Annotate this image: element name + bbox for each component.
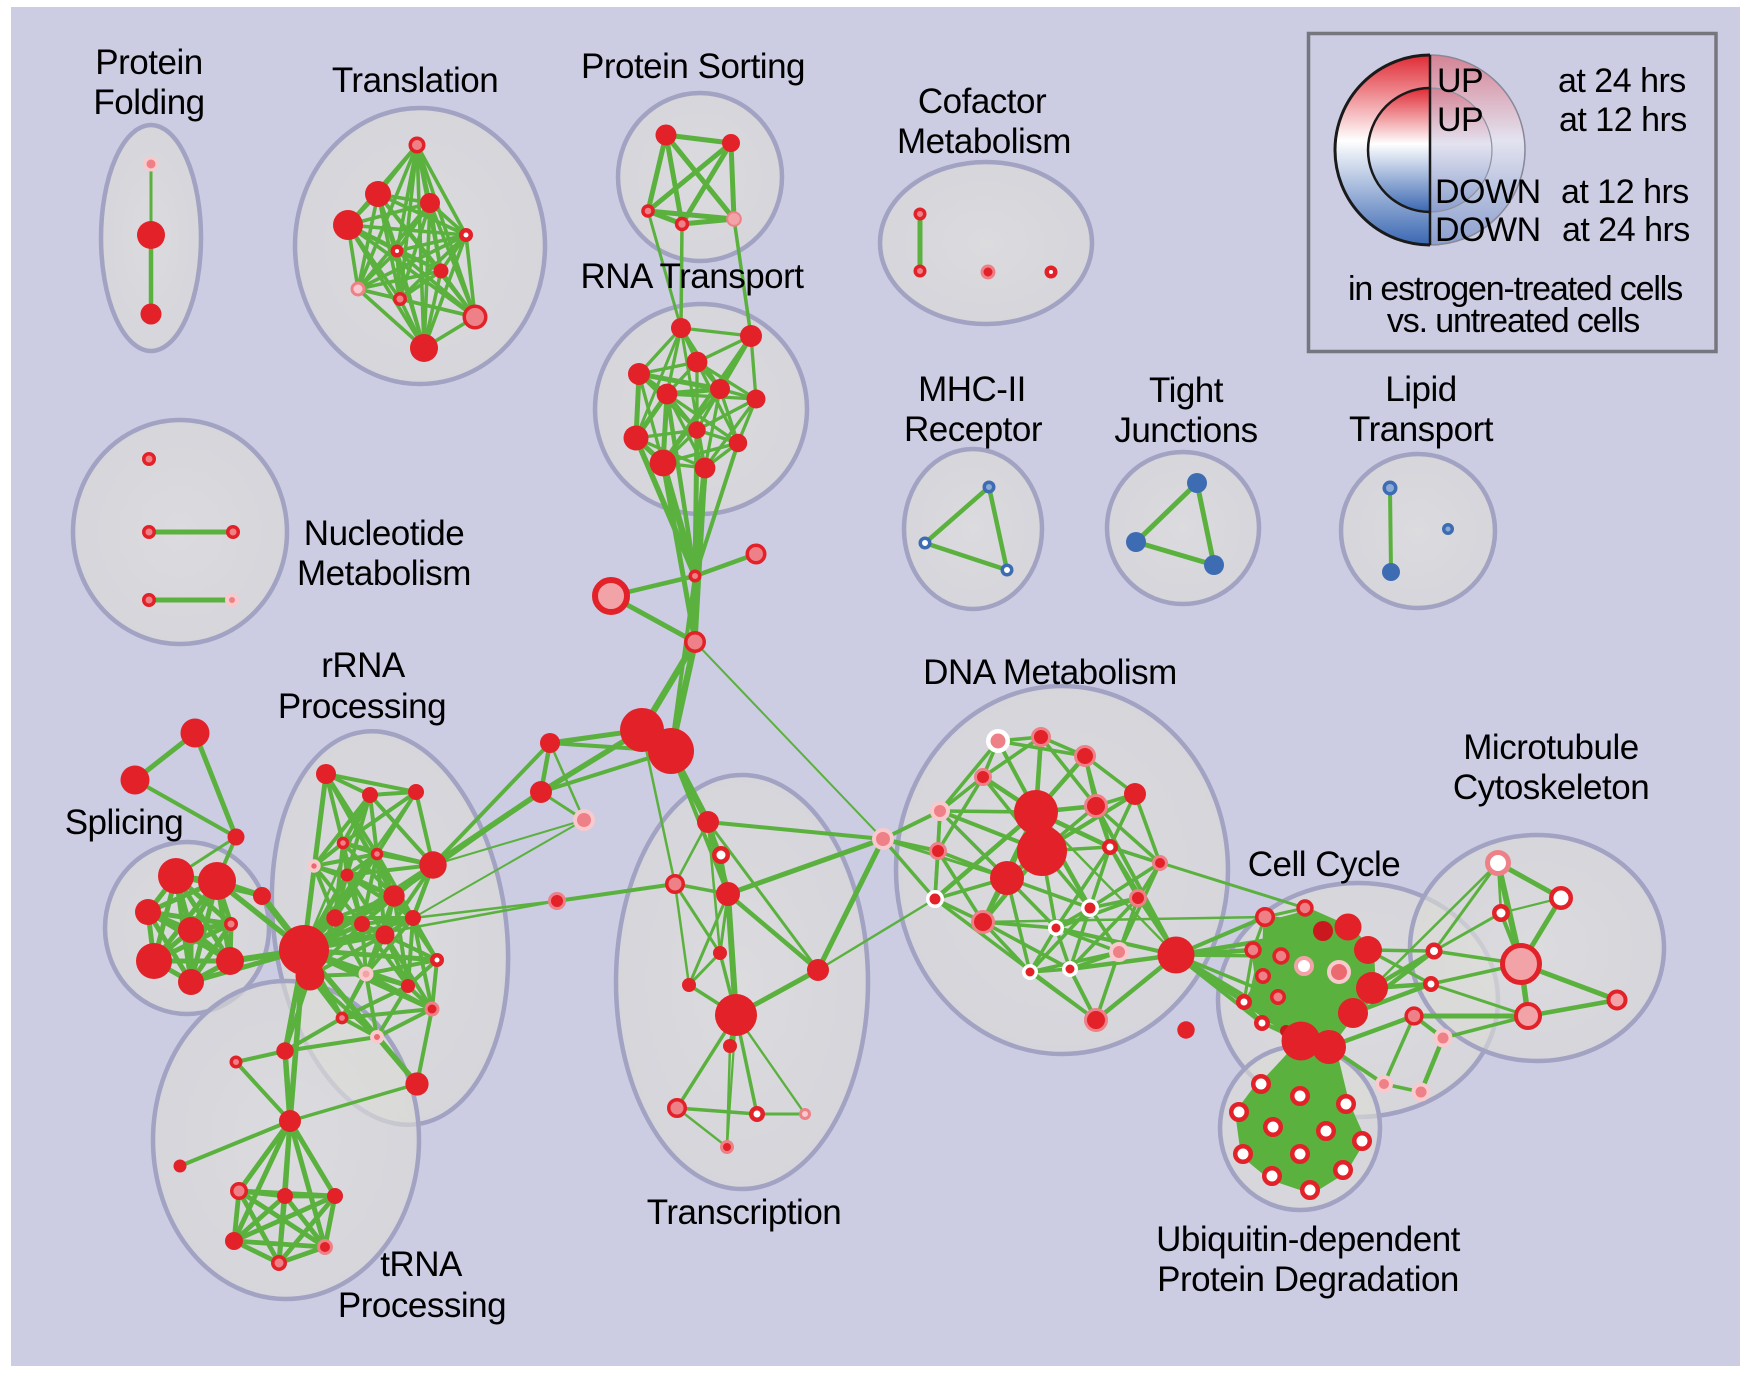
svg-text:at 24 hrs: at 24 hrs	[1558, 62, 1686, 100]
svg-text:Microtubule: Microtubule	[1463, 728, 1638, 767]
svg-text:UP: UP	[1437, 101, 1483, 139]
svg-text:Processing: Processing	[278, 687, 446, 726]
svg-text:Nucleotide: Nucleotide	[304, 514, 464, 553]
svg-text:rRNA: rRNA	[321, 646, 406, 685]
svg-text:Translation: Translation	[332, 61, 498, 100]
svg-text:Ubiquitin-dependent: Ubiquitin-dependent	[1156, 1220, 1461, 1259]
svg-text:Splicing: Splicing	[65, 803, 184, 842]
svg-text:Protein Degradation: Protein Degradation	[1157, 1260, 1459, 1299]
svg-text:Transcription: Transcription	[647, 1193, 842, 1232]
svg-text:MHC-II: MHC-II	[918, 370, 1026, 409]
svg-text:Receptor: Receptor	[904, 410, 1043, 449]
svg-text:DOWN: DOWN	[1435, 173, 1541, 211]
svg-text:Transport: Transport	[1349, 410, 1494, 449]
svg-text:Cytoskeleton: Cytoskeleton	[1453, 768, 1649, 807]
svg-text:at 12 hrs: at 12 hrs	[1559, 101, 1687, 139]
svg-text:DNA Metabolism: DNA Metabolism	[923, 653, 1177, 692]
svg-text:at 12 hrs: at 12 hrs	[1561, 173, 1689, 211]
svg-text:UP: UP	[1437, 62, 1483, 100]
svg-text:Metabolism: Metabolism	[897, 122, 1071, 161]
svg-text:Tight: Tight	[1149, 371, 1224, 410]
svg-text:Lipid: Lipid	[1385, 370, 1456, 409]
svg-text:Junctions: Junctions	[1114, 411, 1257, 450]
svg-text:vs. untreated cells: vs. untreated cells	[1387, 302, 1639, 340]
svg-text:Processing: Processing	[338, 1286, 506, 1325]
svg-text:Cell Cycle: Cell Cycle	[1248, 845, 1401, 884]
svg-text:tRNA: tRNA	[380, 1245, 463, 1284]
svg-text:in estrogen-treated cells: in estrogen-treated cells	[1348, 270, 1682, 308]
svg-text:Folding: Folding	[93, 83, 204, 122]
svg-text:DOWN: DOWN	[1435, 211, 1541, 249]
svg-text:at 24 hrs: at 24 hrs	[1562, 211, 1690, 249]
svg-text:RNA Transport: RNA Transport	[580, 257, 804, 296]
svg-text:Cofactor: Cofactor	[918, 82, 1047, 121]
svg-text:Protein Sorting: Protein Sorting	[581, 47, 805, 86]
svg-text:Protein: Protein	[95, 43, 202, 82]
svg-text:Metabolism: Metabolism	[297, 554, 471, 593]
